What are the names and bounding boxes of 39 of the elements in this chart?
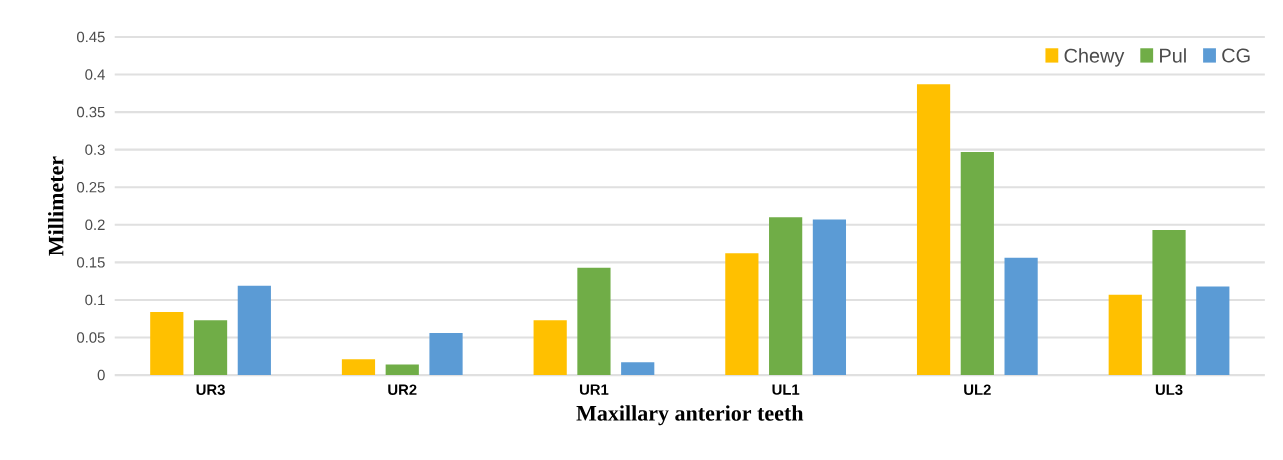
bar xyxy=(769,217,803,375)
y-tick-label: 0.25 xyxy=(77,181,105,193)
bar xyxy=(621,362,655,375)
y-tick-label: 0.35 xyxy=(77,106,105,118)
bar xyxy=(1108,294,1142,375)
bar xyxy=(960,151,994,375)
bar xyxy=(429,332,463,375)
y-tick-label: 0.05 xyxy=(77,332,105,343)
y-tick-label: 0.1 xyxy=(85,294,105,306)
x-axis-title: Maxillary anterior teeth xyxy=(576,405,804,426)
bar xyxy=(533,320,567,375)
x-tick-label: UR3 xyxy=(196,384,225,395)
y-tick-label: 0.2 xyxy=(85,219,105,230)
y-tick-label: 0.45 xyxy=(77,31,105,43)
x-tick-label: UL2 xyxy=(964,384,991,395)
legend-label: CG xyxy=(1222,48,1250,63)
bar xyxy=(150,311,184,375)
bar xyxy=(1152,229,1186,375)
bar xyxy=(193,320,228,375)
x-tick-label: UL1 xyxy=(772,384,800,395)
bar xyxy=(1196,286,1230,375)
bar xyxy=(385,364,419,375)
y-axis-title: Millimeter xyxy=(48,156,64,256)
legend-label: Pul xyxy=(1160,47,1186,63)
bar xyxy=(577,267,611,375)
y-tick-label: 0 xyxy=(97,369,105,381)
bar xyxy=(237,285,271,375)
bar xyxy=(1004,257,1038,375)
y-tick-label: 0.4 xyxy=(85,69,105,80)
bar xyxy=(341,359,376,375)
y-tick-label: 0.3 xyxy=(85,144,105,155)
bar xyxy=(916,84,951,375)
x-tick-label: UR2 xyxy=(388,384,417,395)
x-tick-label: UR1 xyxy=(579,384,609,395)
bar xyxy=(725,253,759,375)
y-tick-label: 0.15 xyxy=(77,256,105,268)
legend-label: Chewy xyxy=(1064,47,1125,67)
bar xyxy=(812,219,847,375)
x-tick-label: UL3 xyxy=(1155,384,1183,395)
